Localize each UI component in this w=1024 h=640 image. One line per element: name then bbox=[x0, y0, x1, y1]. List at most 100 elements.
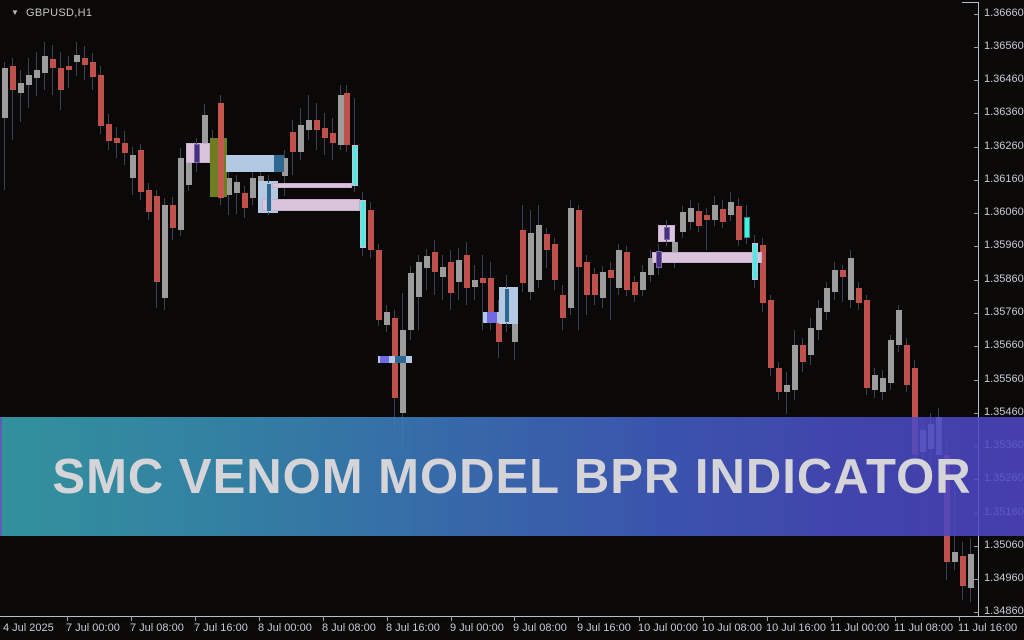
time-axis-label: 9 Jul 08:00 bbox=[513, 622, 567, 634]
candle-body bbox=[330, 133, 336, 143]
price-axis-label: 1.34960 bbox=[984, 572, 1024, 584]
candle-body bbox=[728, 202, 734, 215]
candle-body bbox=[584, 262, 590, 295]
candle-body bbox=[234, 182, 240, 193]
candle-body bbox=[736, 206, 742, 240]
price-axis-tick bbox=[974, 380, 979, 381]
candle-body bbox=[34, 70, 40, 78]
candle-body bbox=[600, 272, 606, 298]
candle-wick bbox=[52, 45, 53, 95]
chart-window: ▼ GBPUSD,H1 1.366601.365601.364601.36360… bbox=[0, 0, 1024, 640]
candle-body bbox=[178, 158, 184, 230]
candle-body bbox=[50, 59, 56, 68]
price-axis-label: 1.35660 bbox=[984, 339, 1024, 351]
time-axis-tick bbox=[451, 616, 452, 621]
candle-body bbox=[2, 68, 8, 118]
time-axis-tick bbox=[767, 616, 768, 621]
candle-body bbox=[314, 120, 320, 130]
candle-body bbox=[640, 272, 646, 290]
candle-wick bbox=[786, 372, 787, 414]
candle-body bbox=[880, 378, 886, 392]
bpr-zone-rect bbox=[395, 356, 406, 363]
candle-body bbox=[888, 340, 894, 383]
candle-body bbox=[840, 270, 846, 277]
candle-body bbox=[74, 55, 80, 62]
time-axis-tick bbox=[514, 616, 515, 621]
time-axis-label: 4 Jul 2025 bbox=[3, 622, 54, 634]
symbol-dropdown-icon[interactable]: ▼ bbox=[11, 9, 19, 17]
time-axis-border bbox=[0, 616, 1024, 617]
time-axis-tick bbox=[639, 616, 640, 621]
candle-body bbox=[106, 124, 112, 141]
time-axis-tick bbox=[259, 616, 260, 621]
time-axis-label: 8 Jul 00:00 bbox=[258, 622, 312, 634]
candle-body bbox=[242, 193, 248, 208]
candle-body bbox=[322, 128, 328, 138]
time-axis-tick bbox=[67, 616, 68, 621]
bpr-zone-rect bbox=[487, 312, 497, 323]
candle-body bbox=[848, 258, 854, 300]
price-axis-label: 1.36360 bbox=[984, 106, 1024, 118]
price-axis-tick bbox=[974, 280, 979, 281]
price-axis-label: 1.35560 bbox=[984, 373, 1024, 385]
candle-body bbox=[960, 556, 966, 586]
candle-body bbox=[720, 209, 726, 222]
candle-body bbox=[360, 200, 366, 248]
price-axis-tick bbox=[974, 579, 979, 580]
candle-body bbox=[408, 273, 414, 330]
candle-body bbox=[10, 66, 16, 90]
candle-body bbox=[306, 120, 312, 130]
price-axis-tick bbox=[974, 147, 979, 148]
candle-body bbox=[680, 212, 686, 232]
indicator-banner-title: SMC VENOM MODEL BPR INDICATOR bbox=[0, 417, 1024, 536]
bpr-zone-rect bbox=[272, 183, 352, 188]
price-axis-label: 1.36060 bbox=[984, 206, 1024, 218]
candle-body bbox=[368, 210, 374, 250]
candle-body bbox=[792, 345, 798, 390]
candle-body bbox=[138, 150, 144, 192]
candle-body bbox=[114, 138, 120, 143]
candle-body bbox=[784, 385, 790, 392]
price-axis-tick bbox=[974, 612, 979, 613]
candle-body bbox=[616, 250, 622, 288]
time-axis-tick bbox=[387, 616, 388, 621]
time-axis-tick bbox=[703, 616, 704, 621]
time-axis-label: 11 Jul 00:00 bbox=[830, 622, 889, 634]
candle-wick bbox=[236, 175, 237, 214]
price-axis-label: 1.35760 bbox=[984, 306, 1024, 318]
candle-body bbox=[952, 552, 958, 562]
candle-body bbox=[250, 178, 256, 198]
candle-body bbox=[170, 205, 176, 228]
candle-body bbox=[66, 66, 72, 70]
candle-body bbox=[154, 196, 160, 282]
price-axis-label: 1.36560 bbox=[984, 40, 1024, 52]
candle-wick bbox=[68, 56, 69, 88]
time-axis-label: 9 Jul 00:00 bbox=[450, 622, 504, 634]
bpr-zone-rect bbox=[274, 155, 284, 172]
candle-body bbox=[656, 251, 662, 268]
candle-body bbox=[122, 143, 128, 153]
candle-body bbox=[98, 75, 104, 126]
price-axis-tick bbox=[974, 546, 979, 547]
price-axis-label: 1.36160 bbox=[984, 173, 1024, 185]
price-axis-label: 1.34860 bbox=[984, 605, 1024, 617]
price-axis-tick bbox=[974, 313, 979, 314]
candle-body bbox=[544, 234, 550, 250]
candle-body bbox=[632, 282, 638, 295]
candle-body bbox=[352, 145, 358, 186]
candle-body bbox=[592, 274, 598, 295]
candle-body bbox=[18, 83, 24, 93]
candle-body bbox=[856, 288, 862, 303]
price-axis-label: 1.36660 bbox=[984, 7, 1024, 19]
time-axis-label: 8 Jul 08:00 bbox=[322, 622, 376, 634]
time-axis-label: 10 Jul 16:00 bbox=[766, 622, 826, 634]
candle-body bbox=[424, 256, 430, 268]
candle-body bbox=[384, 312, 390, 325]
candle-body bbox=[480, 278, 486, 283]
candle-body bbox=[624, 252, 630, 290]
bpr-zone-rect bbox=[262, 199, 360, 211]
symbol-timeframe-label: GBPUSD,H1 bbox=[26, 7, 92, 19]
candle-wick bbox=[308, 95, 309, 140]
price-axis-tick bbox=[974, 213, 979, 214]
time-axis-label: 8 Jul 16:00 bbox=[386, 622, 440, 634]
